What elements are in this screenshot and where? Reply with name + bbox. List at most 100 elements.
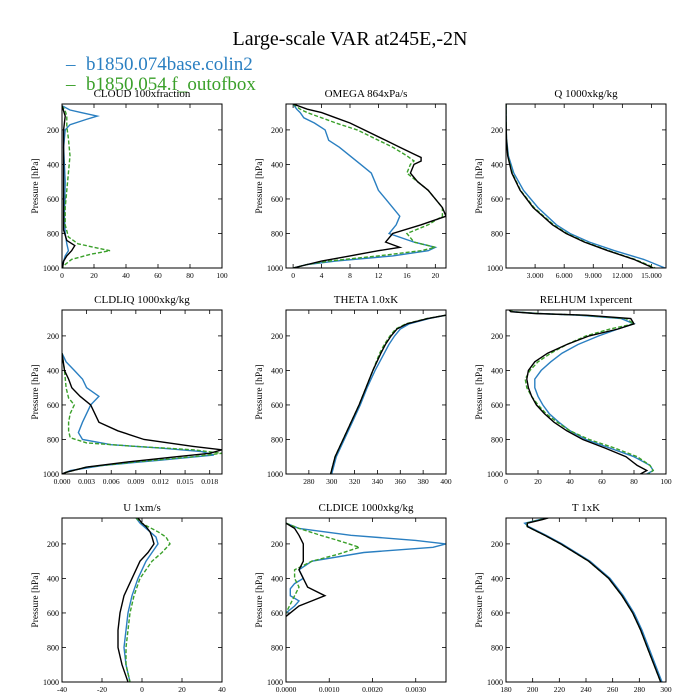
- series-line-7-0: [286, 522, 446, 614]
- y-tick-label-1-4: 1000: [267, 264, 283, 273]
- y-tick-label-7-3: 800: [271, 643, 283, 652]
- y-tick-label-4-1: 400: [271, 366, 283, 375]
- y-tick-label-5-3: 800: [491, 435, 503, 444]
- x-tick-label-6-3: 20: [178, 685, 186, 694]
- x-tick-label-5-4: 80: [630, 477, 638, 486]
- y-axis-label-4: Pressure [hPa]: [255, 364, 265, 419]
- series-line-7-1: [286, 522, 362, 614]
- y-tick-label-2-1: 400: [491, 160, 503, 169]
- y-tick-label-1-2: 600: [271, 195, 283, 204]
- x-tick-label-7-2: 0.0020: [362, 685, 383, 694]
- panel-title-1: OMEGA 864xPa/s: [325, 88, 408, 100]
- x-tick-label-1-3: 12: [375, 271, 383, 280]
- x-tick-label-7-1: 0.0010: [319, 685, 340, 694]
- y-tick-label-4-4: 1000: [267, 470, 283, 479]
- panel-title-4: THETA 1.0xK: [334, 294, 399, 306]
- panel-title-3: CLDLIQ 1000xkg/kg: [94, 294, 190, 306]
- series-line-8-2: [526, 518, 662, 682]
- y-axis-label-5: Pressure [hPa]: [475, 364, 485, 419]
- y-tick-label-2-0: 200: [491, 126, 503, 135]
- series-line-6-0: [123, 518, 159, 682]
- x-tick-label-2-0: 3.000: [527, 271, 544, 280]
- x-tick-label-3-6: 0.018: [201, 477, 218, 486]
- panel-title-7: CLDICE 1000xkg/kg: [318, 502, 414, 514]
- y-tick-label-6-2: 600: [47, 609, 59, 618]
- y-tick-label-7-1: 400: [271, 574, 283, 583]
- x-tick-label-2-2: 9.000: [585, 271, 602, 280]
- y-tick-label-0-3: 800: [47, 229, 59, 238]
- x-tick-label-3-1: 0.003: [78, 477, 95, 486]
- y-tick-label-1-3: 800: [271, 229, 283, 238]
- series-line-5-2: [508, 310, 649, 474]
- series-line-5-0: [510, 310, 655, 474]
- series-line-0-0: [62, 105, 100, 268]
- x-tick-label-3-0: 0.000: [54, 477, 71, 486]
- x-tick-label-1-0: 0: [291, 271, 295, 280]
- y-tick-label-7-2: 600: [271, 609, 283, 618]
- panel-title-2: Q 1000xkg/kg: [554, 88, 618, 100]
- legend-line-outofbox: –: [66, 74, 76, 95]
- x-tick-label-4-2: 320: [349, 477, 361, 486]
- x-tick-label-8-0: 180: [500, 685, 512, 694]
- x-tick-label-2-3: 12.000: [612, 271, 633, 280]
- panel-title-8: T 1xK: [572, 502, 600, 514]
- x-tick-label-4-1: 300: [326, 477, 338, 486]
- x-tick-label-7-3: 0.0030: [405, 685, 426, 694]
- legend-entry-base: – b1850.074base.colin2: [66, 54, 253, 75]
- x-tick-label-4-3: 340: [372, 477, 384, 486]
- y-tick-label-2-2: 600: [491, 195, 503, 204]
- x-tick-label-6-4: 40: [218, 685, 226, 694]
- series-line-8-1: [525, 518, 662, 682]
- y-tick-label-8-2: 600: [491, 609, 503, 618]
- x-tick-label-8-5: 280: [634, 685, 646, 694]
- x-tick-label-5-5: 100: [660, 477, 672, 486]
- panel-frame-7: [285, 517, 447, 683]
- panel-frame-4: [285, 309, 447, 475]
- x-tick-label-3-4: 0.012: [152, 477, 169, 486]
- panel-frame-0: [61, 103, 223, 269]
- series-line-0-2: [62, 105, 76, 268]
- x-tick-label-8-2: 220: [554, 685, 566, 694]
- series-line-3-1: [62, 353, 222, 474]
- y-axis-label-1: Pressure [hPa]: [255, 158, 265, 213]
- x-tick-label-1-4: 16: [403, 271, 411, 280]
- series-line-6-1: [125, 518, 171, 682]
- y-tick-label-8-4: 1000: [487, 678, 503, 687]
- legend-entry-outofbox: – b1850.054.f_outofbox: [66, 74, 256, 95]
- y-tick-label-3-4: 1000: [43, 470, 59, 479]
- panel-frame-8: [505, 517, 667, 683]
- panel-title-5: RELHUM 1xpercent: [540, 294, 633, 306]
- y-tick-label-1-0: 200: [271, 126, 283, 135]
- series-line-2-1: [506, 104, 656, 268]
- y-tick-label-3-2: 600: [47, 401, 59, 410]
- y-axis-label-3: Pressure [hPa]: [31, 364, 41, 419]
- y-tick-label-7-0: 200: [271, 540, 283, 549]
- series-line-3-2: [62, 353, 222, 474]
- panel-frame-6: [61, 517, 223, 683]
- x-tick-label-4-4: 360: [395, 477, 407, 486]
- panel-frame-2: [505, 103, 667, 269]
- x-tick-label-2-1: 6.000: [556, 271, 573, 280]
- y-axis-label-2: Pressure [hPa]: [475, 158, 485, 213]
- x-tick-label-4-5: 380: [418, 477, 430, 486]
- series-line-6-2: [117, 518, 155, 682]
- x-tick-label-7-0: 0.0000: [276, 685, 297, 694]
- panel-title-6: U 1xm/s: [123, 502, 161, 514]
- y-tick-label-0-4: 1000: [43, 264, 59, 273]
- panel-frame-3: [61, 309, 223, 475]
- series-line-1-0: [292, 104, 438, 268]
- x-tick-label-6-0: -40: [57, 685, 67, 694]
- x-tick-label-0-5: 100: [216, 271, 228, 280]
- y-tick-label-2-3: 800: [491, 229, 503, 238]
- y-axis-label-8: Pressure [hPa]: [475, 572, 485, 627]
- y-tick-label-0-1: 400: [47, 160, 59, 169]
- y-tick-label-5-1: 400: [491, 366, 503, 375]
- y-tick-label-3-1: 400: [47, 366, 59, 375]
- x-tick-label-8-1: 200: [527, 685, 539, 694]
- y-tick-label-8-3: 800: [491, 643, 503, 652]
- y-tick-label-4-2: 600: [271, 401, 283, 410]
- x-tick-label-1-1: 4: [320, 271, 324, 280]
- legend-line-base: –: [66, 54, 76, 75]
- y-axis-label-7: Pressure [hPa]: [255, 572, 265, 627]
- x-tick-label-3-3: 0.009: [127, 477, 144, 486]
